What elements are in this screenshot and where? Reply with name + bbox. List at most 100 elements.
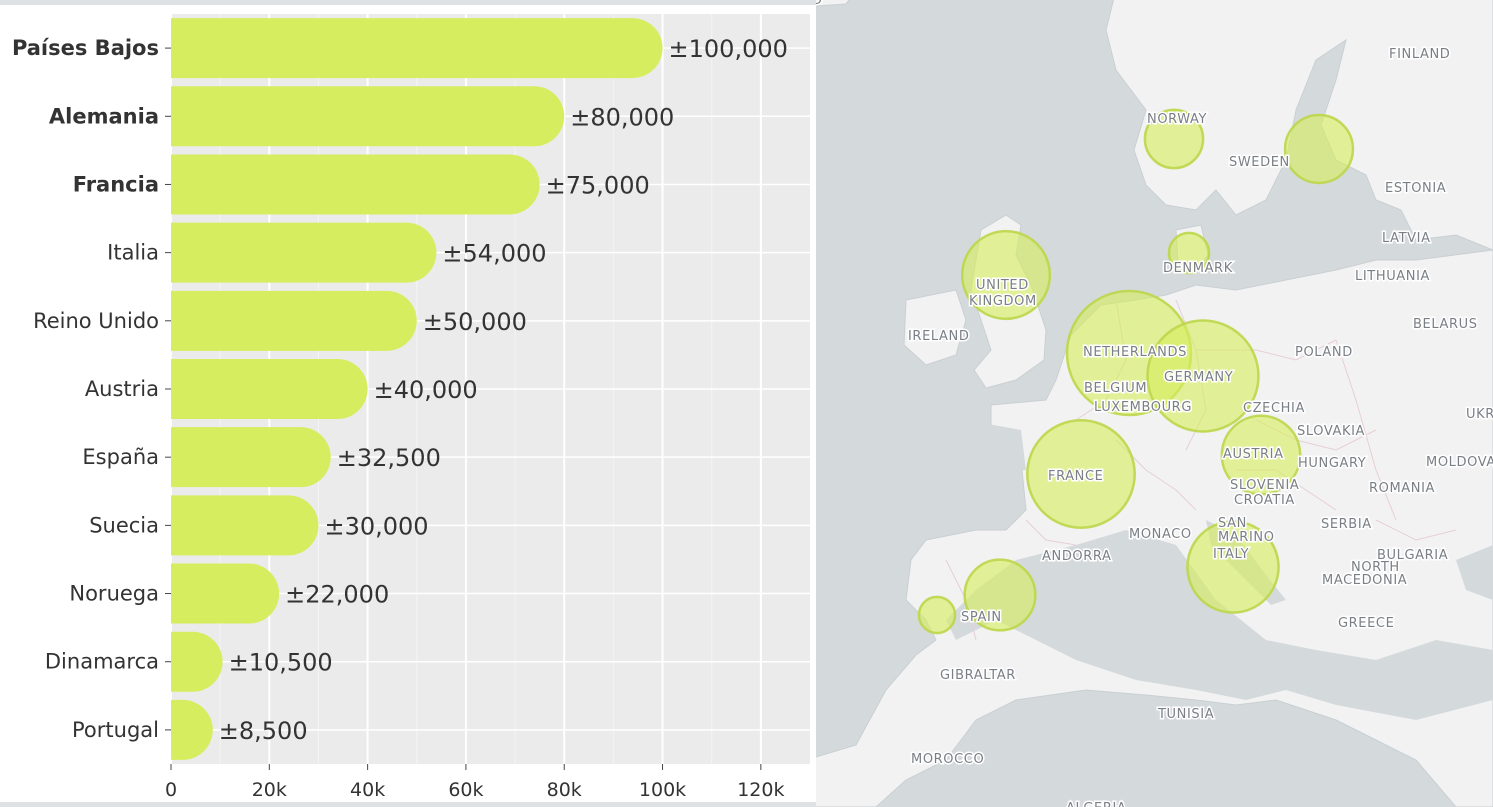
map-label-moldova: MOLDOVA [1426, 455, 1493, 470]
map-label-united: UNITED [976, 278, 1029, 293]
bar-italia[interactable] [171, 222, 437, 283]
sea-black-sea [1456, 545, 1493, 600]
map-label-bulgaria: BULGARIA [1377, 548, 1448, 563]
bar-paises-bajos[interactable] [171, 18, 663, 79]
value-label-noruega: ±22,000 [285, 581, 389, 609]
map-labels: ICELAND FINLAND NORWAY SWEDEN ESTONIA LATVIA D… [816, 0, 1493, 807]
bar-portugal[interactable] [171, 699, 213, 760]
bubble-denmark[interactable] [1167, 231, 1211, 275]
bar-chart: ±100,000 Países Bajos ±80,000 Alemania ±75,0… [12, 14, 810, 801]
europe-map-panel[interactable]: ICELAND FINLAND NORWAY SWEDEN ESTONIA LATVIA D… [816, 0, 1493, 807]
category-label-francia: Francia [73, 172, 159, 196]
bar-reino-unido[interactable] [171, 290, 417, 351]
bar-chart-panel: ±100,000 Países Bajos ±80,000 Alemania ±75,0… [0, 0, 816, 807]
bubble-france[interactable] [1026, 419, 1136, 529]
map-label-estonia: ESTONIA [1385, 181, 1446, 196]
x-tick-label: 100k [639, 779, 686, 801]
map-label-hungary: HUNGARY [1298, 456, 1366, 471]
map-label-latvia: LATVIA [1382, 231, 1431, 246]
sea-baltic [1246, 230, 1336, 278]
bar-suecia[interactable] [171, 495, 319, 556]
map-label-san: SAN [1218, 516, 1247, 531]
map-label-germany: GERMANY [1164, 370, 1233, 385]
bubble-germany[interactable] [1146, 319, 1260, 433]
value-label-reino-unido: ±50,000 [423, 308, 527, 336]
bar-alemania[interactable] [171, 86, 565, 147]
map-label-belarus: BELARUS [1413, 317, 1478, 332]
value-label-alemania: ±80,000 [570, 103, 674, 131]
value-label-italia: ±54,000 [442, 240, 546, 268]
map-label-luxembourg: LUXEMBOURG [1094, 400, 1192, 415]
sea-biscay [956, 420, 1026, 470]
map-label-belgium: BELGIUM [1084, 381, 1147, 396]
x-tick-label: 20k [252, 779, 287, 801]
map-label-poland: POLAND [1295, 345, 1353, 360]
map-label-croatia: CROATIA [1234, 493, 1295, 508]
value-label-austria: ±40,000 [374, 376, 478, 404]
bubble-italy[interactable] [1186, 520, 1280, 614]
category-label-suecia: Suecia [89, 513, 159, 537]
sea-mediterranean [946, 530, 1493, 720]
category-label-espana: España [82, 445, 159, 469]
map-label-italy: ITALY [1213, 547, 1249, 562]
map-label-morocco: MOROCCO [911, 752, 984, 767]
map-label-monaco: MONACO [1129, 527, 1192, 542]
map-label-ireland: IRELAND [908, 329, 969, 344]
map-label-kingdom: KINGDOM [969, 294, 1037, 309]
bar-espana[interactable] [171, 427, 331, 488]
map-label-romania: ROMANIA [1369, 481, 1435, 496]
category-label-noruega: Noruega [69, 582, 159, 606]
map-label-czechia: CZECHIA [1243, 401, 1305, 416]
x-tick-label: 40k [350, 779, 385, 801]
bar-dinamarca[interactable] [171, 631, 223, 692]
bar-francia[interactable] [171, 154, 540, 215]
map-label-slovakia: SLOVAKIA [1297, 424, 1365, 439]
land-iceland [816, 0, 850, 7]
map-label-slovenia: SLOVENIA [1230, 478, 1299, 493]
value-label-paises-bajos: ±100,000 [669, 35, 788, 63]
x-tick-label: 0 [165, 779, 177, 801]
bubble-sweden[interactable] [1283, 113, 1355, 185]
category-label-dinamarca: Dinamarca [45, 650, 159, 674]
map-label-ukr: UKR [1466, 407, 1493, 422]
map-label-lithuania: LITHUANIA [1355, 269, 1430, 284]
country-border [1375, 519, 1457, 541]
map-label-finland: FINLAND [1389, 47, 1450, 62]
map-label-austria: AUSTRIA [1223, 447, 1284, 462]
land-scandinavia [1105, 0, 1493, 251]
category-label-italia: Italia [107, 241, 159, 265]
x-tick-label: 80k [547, 779, 582, 801]
category-label-portugal: Portugal [72, 718, 159, 742]
country-border [1025, 519, 1077, 546]
bubble-spain[interactable] [963, 558, 1037, 632]
bubble-united-kingdom[interactable] [960, 229, 1052, 321]
bubble-austria[interactable] [1220, 414, 1302, 496]
country-border [1335, 339, 1397, 521]
x-tick-label: 60k [448, 779, 483, 801]
map-label-andorra: ANDORRA [1042, 549, 1112, 564]
value-label-francia: ±75,000 [546, 171, 650, 199]
bar-noruega[interactable] [171, 563, 280, 624]
bubble-norway[interactable] [1143, 108, 1205, 170]
map-label-marino: MARINO [1218, 530, 1275, 545]
europe-map[interactable]: ICELAND FINLAND NORWAY SWEDEN ESTONIA LATVIA D… [816, 0, 1493, 807]
value-label-dinamarca: ±10,500 [229, 649, 333, 677]
sea-north-sea [1026, 200, 1146, 330]
bar-austria[interactable] [171, 359, 368, 419]
category-label-alemania: Alemania [49, 104, 159, 128]
x-tick-label: 120k [737, 779, 784, 801]
value-label-suecia: ±30,000 [324, 512, 428, 540]
map-landmass [816, 0, 1493, 807]
map-label-tunisia: TUNISIA [1157, 707, 1214, 722]
map-label-gibraltar: GIBRALTAR [940, 668, 1016, 683]
category-label-reino-unido: Reino Unido [33, 309, 159, 333]
map-label-norway: NORWAY [1147, 112, 1207, 127]
land-ireland [903, 289, 967, 366]
map-label-spain: SPAIN [961, 610, 1002, 625]
map-label-macedonia: MACEDONIA [1322, 573, 1407, 588]
value-label-portugal: ±8,500 [219, 717, 308, 745]
value-label-espana: ±32,500 [337, 444, 441, 472]
bubble-portugal[interactable] [917, 595, 957, 635]
map-label-greece: GREECE [1338, 616, 1394, 631]
category-label-paises-bajos: Países Bajos [12, 36, 159, 60]
